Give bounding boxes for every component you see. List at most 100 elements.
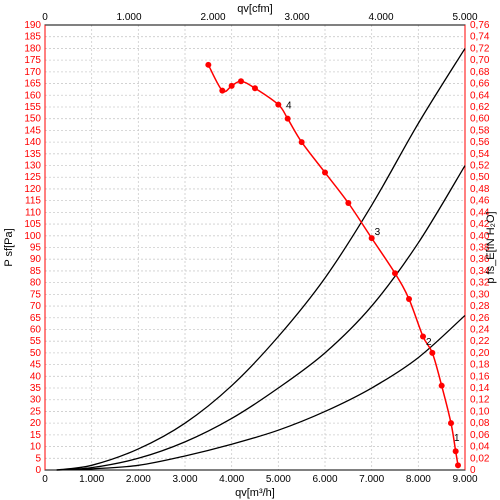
ytick-right: 0,22 [470,336,490,347]
ytick-left: 100 [24,231,41,242]
xtick-top: 5.000 [452,12,477,23]
efficiency-marker [275,102,281,108]
ytick-left: 130 [24,161,41,172]
ytick-right: 0,54 [470,149,490,160]
ytick-right: 0,66 [470,79,490,90]
ytick-right: 0,48 [470,184,490,195]
ytick-left: 20 [30,418,42,429]
efficiency-marker [252,85,258,91]
ytick-right: 0,14 [470,383,490,394]
xtick-top: 0 [42,12,48,23]
ytick-left: 80 [30,278,42,289]
ytick-left: 180 [24,43,41,54]
ytick-left: 155 [24,102,41,113]
intersection-label: 3 [375,227,381,238]
ytick-right: 0,16 [470,371,490,382]
ytick-right: 0,52 [470,161,490,172]
efficiency-marker [429,350,435,356]
ytick-left: 170 [24,67,41,78]
ytick-left: 120 [24,184,41,195]
ytick-right: 0,30 [470,289,490,300]
ytick-right: 0,28 [470,301,490,312]
efficiency-marker [229,83,235,89]
xtick-bottom: 0 [42,474,48,485]
xtick-bottom: 7.000 [359,474,384,485]
ytick-left: 65 [30,313,42,324]
efficiency-marker [453,448,459,454]
efficiency-marker [439,383,445,389]
ytick-left: 5 [35,453,41,464]
ytick-left: 35 [30,383,42,394]
ytick-left: 40 [30,371,42,382]
ytick-right: 0,10 [470,406,490,417]
ytick-right: 0,64 [470,90,490,101]
ytick-left: 95 [30,243,42,254]
ytick-left: 135 [24,149,41,160]
ytick-right: 0,74 [470,32,490,43]
ytick-left: 50 [30,348,42,359]
efficiency-marker [448,420,454,426]
xlabel-top: qv[cfm] [237,3,272,15]
xtick-top: 1.000 [116,12,141,23]
intersection-label: 4 [286,101,292,112]
efficiency-marker [406,296,412,302]
efficiency-marker [219,88,225,94]
efficiency-marker [285,116,291,122]
xtick-top: 2.000 [200,12,225,23]
ytick-right: 0,02 [470,453,490,464]
efficiency-marker [205,62,211,68]
xtick-bottom: 2.000 [126,474,151,485]
plot-bg [0,0,500,500]
ytick-right: 0,50 [470,172,490,183]
xtick-bottom: 5.000 [266,474,291,485]
ytick-left: 55 [30,336,42,347]
xtick-bottom: 3.000 [172,474,197,485]
ytick-left: 90 [30,254,42,265]
ytick-left: 10 [30,442,42,453]
intersection-label: 1 [454,433,460,444]
xtick-bottom: 8.000 [406,474,431,485]
intersection-label: 2 [426,337,432,348]
ytick-left: 125 [24,172,41,183]
ytick-right: 0,68 [470,67,490,78]
ytick-left: 75 [30,289,42,300]
ytick-left: 185 [24,32,41,43]
xlabel-bottom: qv[m³/h] [235,487,275,499]
ytick-left: 110 [25,207,41,218]
ytick-right: 0,20 [470,348,490,359]
ylabel-right: p fs_E[IN H₂O] [485,211,497,283]
efficiency-marker [238,78,244,84]
efficiency-marker [392,270,398,276]
xtick-bottom: 6.000 [312,474,337,485]
ytick-left: 190 [24,20,41,31]
xtick-top: 3.000 [284,12,309,23]
ytick-left: 165 [24,79,41,90]
ytick-right: 0,62 [470,102,490,113]
ytick-left: 25 [30,406,42,417]
ytick-right: 0,18 [470,360,490,371]
ytick-left: 160 [24,90,41,101]
ytick-right: 0,26 [470,313,490,324]
ytick-right: 0,06 [470,430,490,441]
ytick-right: 0,08 [470,418,490,429]
xtick-bottom: 1.000 [79,474,104,485]
ytick-right: 0,04 [470,442,490,453]
efficiency-marker [299,139,305,145]
ytick-left: 85 [30,266,42,277]
efficiency-marker [322,170,328,176]
efficiency-marker [455,462,461,468]
xtick-bottom: 9.000 [452,474,477,485]
ytick-right: 0,72 [470,43,490,54]
efficiency-marker [345,200,351,206]
xtick-bottom: 4.000 [219,474,244,485]
ytick-left: 60 [30,324,42,335]
ylabel-left: P sf[Pa] [3,228,15,266]
ytick-left: 45 [30,360,42,371]
ytick-left: 145 [24,125,41,136]
ytick-right: 0,24 [470,324,490,335]
ytick-right: 0,58 [470,125,490,136]
ytick-left: 175 [24,55,41,66]
ytick-right: 0,56 [470,137,490,148]
ytick-left: 30 [30,395,42,406]
ytick-right: 0,70 [470,55,490,66]
